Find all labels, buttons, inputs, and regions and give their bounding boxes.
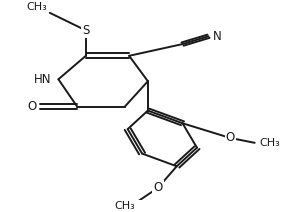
- Text: O: O: [28, 100, 37, 113]
- Text: HN: HN: [34, 73, 51, 86]
- Text: CH₃: CH₃: [114, 201, 135, 211]
- Text: O: O: [226, 131, 235, 144]
- Text: O: O: [153, 181, 163, 194]
- Text: CH₃: CH₃: [259, 138, 280, 148]
- Text: CH₃: CH₃: [26, 2, 47, 12]
- Text: N: N: [213, 30, 222, 43]
- Text: S: S: [82, 24, 90, 37]
